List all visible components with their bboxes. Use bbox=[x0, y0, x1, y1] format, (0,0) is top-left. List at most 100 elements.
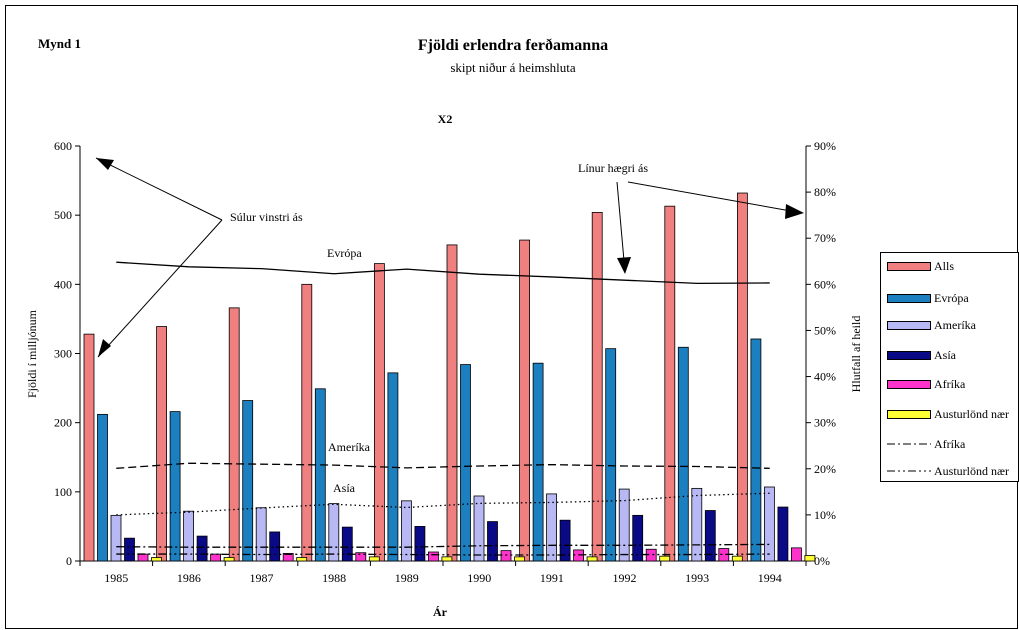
bar bbox=[659, 555, 671, 562]
bar bbox=[704, 510, 716, 562]
bar bbox=[691, 487, 703, 562]
bar bbox=[124, 537, 135, 562]
x-tick-label: 1993 bbox=[685, 571, 709, 585]
secondary-axis-label: X2 bbox=[438, 112, 453, 126]
bar bbox=[328, 503, 340, 562]
legend-swatch bbox=[887, 409, 931, 419]
legend-swatch bbox=[887, 320, 931, 330]
bar bbox=[151, 557, 162, 562]
x-tick-label: 1994 bbox=[758, 571, 782, 585]
bar bbox=[427, 551, 439, 562]
left-axis-note: Súlur vinstri ás bbox=[230, 210, 303, 224]
legend-line-sample bbox=[887, 470, 931, 472]
y2-tick-label: 20% bbox=[814, 462, 836, 476]
bar bbox=[618, 488, 630, 562]
right-axis-note: Línur hægri ás bbox=[578, 161, 648, 175]
x-tick-label: 1985 bbox=[104, 571, 128, 585]
y-tick-label: 200 bbox=[54, 416, 72, 430]
x-tick-label: 1987 bbox=[250, 571, 274, 585]
legend-entry-asia: Asía bbox=[887, 347, 956, 363]
bar bbox=[750, 338, 762, 562]
bar bbox=[296, 557, 308, 562]
legend-entry-line-afrika: Afríka bbox=[887, 436, 965, 452]
bar bbox=[242, 400, 254, 562]
bar bbox=[532, 362, 544, 562]
bar bbox=[500, 550, 512, 562]
bar bbox=[83, 333, 95, 562]
y2-tick-label: 40% bbox=[814, 370, 836, 384]
x-tick-label: 1986 bbox=[177, 571, 201, 585]
bar bbox=[314, 388, 326, 562]
legend-label: Afríka bbox=[934, 436, 966, 451]
left-note-arrowhead-top bbox=[96, 158, 114, 170]
y2-tick-label: 80% bbox=[814, 185, 836, 199]
line-label-asia: Asía bbox=[333, 481, 356, 495]
bar bbox=[514, 556, 525, 562]
y-tick-label: 500 bbox=[54, 208, 72, 222]
series-line bbox=[116, 543, 770, 548]
series-line bbox=[116, 553, 770, 556]
legend-entry-alls: Alls bbox=[887, 258, 954, 274]
right-note-arrow-1 bbox=[616, 181, 626, 273]
chart-title: Fjöldi erlendra ferðamanna bbox=[418, 37, 608, 54]
y-tick-label: 400 bbox=[54, 277, 72, 291]
bar bbox=[737, 192, 748, 562]
bar bbox=[546, 493, 557, 562]
bar bbox=[210, 553, 222, 562]
right-note-arrowhead-1 bbox=[617, 257, 631, 274]
y2-axis-label: Hlutfall af heild bbox=[849, 316, 863, 393]
legend-entry-austurlond: Austurlönd nær bbox=[887, 406, 1009, 422]
right-note-arrowhead-2 bbox=[785, 204, 804, 219]
line-label-europe: Evrópa bbox=[327, 246, 362, 260]
bar bbox=[441, 556, 453, 562]
x-tick-label: 1988 bbox=[322, 571, 346, 585]
bar bbox=[183, 510, 195, 562]
y-axis-label: Fjöldi í milljónum bbox=[25, 309, 39, 398]
legend-label: Alls bbox=[934, 258, 955, 273]
series-line bbox=[116, 261, 770, 285]
legend-swatch bbox=[887, 379, 931, 389]
series-line bbox=[116, 492, 770, 516]
axes: 0 100 200 300 400 500 600 0% 10% 20% 30% 40% 50% 60% 7… bbox=[54, 139, 836, 585]
series-line bbox=[116, 462, 770, 469]
bar bbox=[400, 500, 412, 562]
bar bbox=[487, 521, 498, 562]
left-note-arrow-bottom bbox=[97, 219, 223, 358]
bar bbox=[804, 555, 816, 562]
left-note-arrowhead-bottom bbox=[98, 339, 111, 357]
bar bbox=[764, 486, 775, 562]
bar bbox=[473, 495, 485, 562]
legend-label: Evrópa bbox=[934, 290, 969, 305]
legend-line-sample bbox=[887, 443, 931, 445]
bar bbox=[169, 411, 181, 562]
bar bbox=[791, 547, 802, 562]
legend-entry-evropa: Evrópa bbox=[887, 290, 969, 306]
bar bbox=[228, 307, 240, 562]
bar bbox=[373, 263, 385, 562]
bar bbox=[97, 413, 108, 562]
legend: Alls Evrópa Ameríka Asía Afríka Austurlö… bbox=[880, 252, 1019, 482]
legend-swatch bbox=[887, 350, 931, 360]
legend-label: Austurlönd nær bbox=[934, 463, 1009, 478]
bar bbox=[414, 526, 426, 562]
bar bbox=[777, 506, 789, 562]
legend-entry-line-austurlond: Austurlönd nær bbox=[887, 463, 1009, 479]
right-note-arrow-2 bbox=[627, 181, 803, 214]
x-tick-label: 1992 bbox=[613, 571, 637, 585]
bar bbox=[446, 244, 458, 562]
y2-tick-label: 70% bbox=[814, 231, 836, 245]
legend-label: Austurlönd nær bbox=[934, 406, 1009, 421]
y2-tick-label: 30% bbox=[814, 416, 836, 430]
bar bbox=[677, 346, 689, 562]
y2-tick-label: 0% bbox=[814, 554, 830, 568]
bar bbox=[223, 557, 235, 562]
bar bbox=[156, 326, 168, 562]
legend-entry-amerika: Ameríka bbox=[887, 317, 976, 333]
x-tick-label: 1989 bbox=[395, 571, 419, 585]
line-label-america: Ameríka bbox=[328, 440, 371, 454]
legend-swatch bbox=[887, 261, 931, 271]
left-note-arrow-top bbox=[95, 157, 223, 221]
y-tick-label: 300 bbox=[54, 347, 72, 361]
y-tick-label: 0 bbox=[66, 554, 72, 568]
